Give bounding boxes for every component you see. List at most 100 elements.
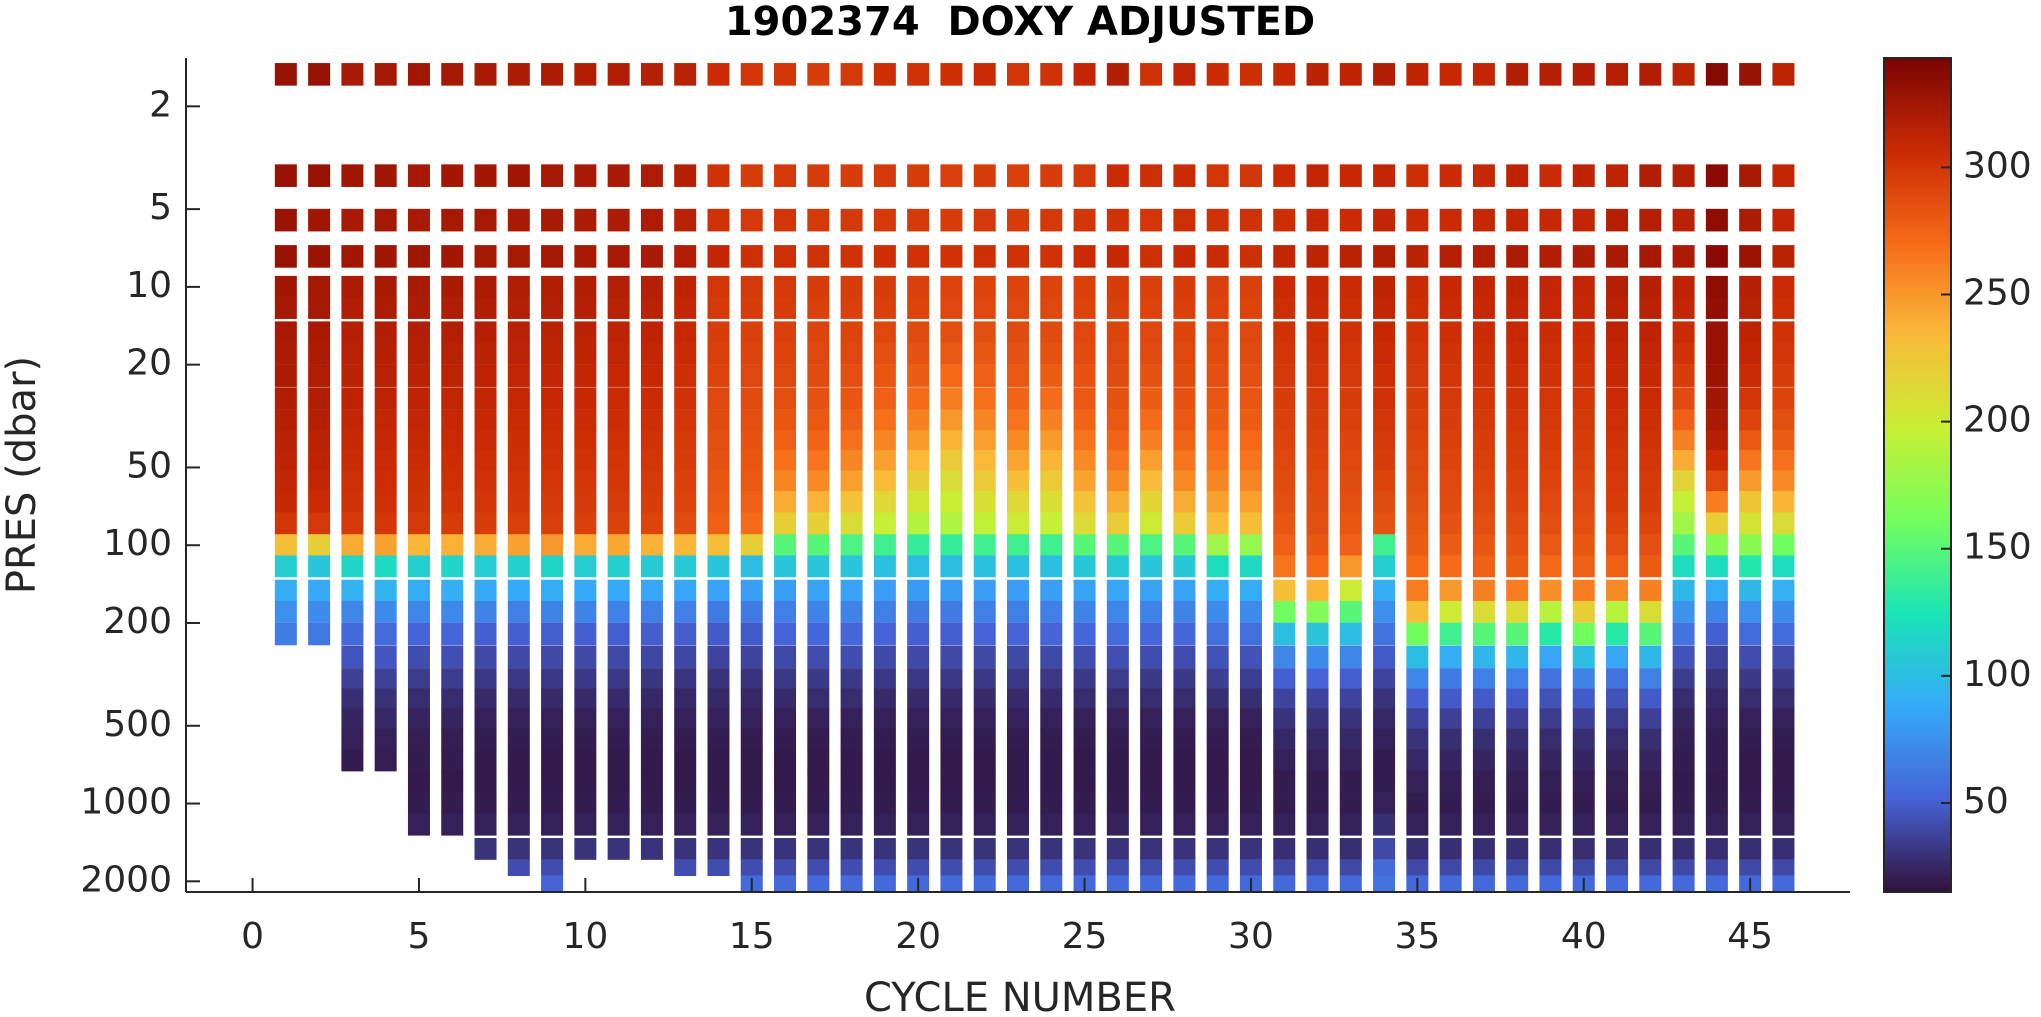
data-cell [1406,622,1429,646]
data-cell [1472,208,1495,232]
data-cell [274,275,297,298]
data-cell [1439,470,1462,492]
data-cell [840,512,863,535]
data-cell [940,342,963,365]
data-cell [1106,838,1129,860]
data-cell [1239,430,1262,451]
data-cell [308,600,331,623]
data-cell [1572,534,1595,557]
data-cell [840,275,863,298]
data-cell [1040,708,1063,730]
data-cell [674,450,697,471]
data-cell [574,470,597,492]
data-cell [374,430,397,451]
data-cell [774,838,797,860]
data-cell [1739,600,1762,623]
data-cell [807,297,830,319]
data-cell [807,275,830,298]
data-cell [873,387,896,410]
data-cell [308,555,331,578]
data-cell [1373,364,1396,387]
data-cell [640,470,663,492]
data-cell [1439,875,1462,893]
data-cell [308,470,331,492]
data-cell [1506,749,1529,772]
data-cell [840,534,863,557]
data-cell [740,430,763,451]
data-cell [274,409,297,431]
data-cell [274,450,297,471]
data-cell [740,297,763,319]
data-cell [1040,164,1063,187]
data-cell [1239,534,1262,557]
data-cell [1406,728,1429,750]
data-cell [1639,164,1662,187]
data-cell [1772,555,1795,578]
data-cell [274,364,297,387]
data-cell [1306,63,1329,86]
data-cell [1672,708,1695,730]
data-cell [1273,749,1296,772]
data-cell [840,164,863,187]
data-cell [1506,342,1529,365]
data-cell [640,749,663,772]
data-cell [507,470,530,492]
data-cell [507,579,530,602]
data-cell [1606,579,1629,602]
y-tick-label: 100 [103,523,172,564]
data-cell [1406,688,1429,709]
data-cell [973,622,996,646]
data-cell [474,164,497,187]
data-cell [1306,600,1329,623]
data-cell [1206,770,1229,793]
data-cell [1140,342,1163,365]
data-cell [1273,534,1296,557]
data-cell [1606,708,1629,730]
data-cell [840,208,863,232]
x-tick-label: 10 [562,916,608,957]
data-cell [1406,491,1429,514]
data-cell [1439,728,1462,750]
data-cell [640,645,663,669]
data-cell [341,622,364,646]
data-cell [907,859,930,876]
data-cell [774,645,797,669]
data-cell [574,668,597,690]
data-cell [1173,859,1196,876]
data-cell [1606,387,1629,410]
data-cell [1339,688,1362,709]
data-cell [1339,364,1362,387]
data-cell [907,470,930,492]
data-cell [1206,579,1229,602]
data-cell [541,450,564,471]
data-cell [607,321,630,344]
data-cell [507,512,530,535]
data-cell [1572,342,1595,365]
data-cell [1772,297,1795,319]
data-cell [274,245,297,268]
data-cell [807,792,830,815]
data-cell [1406,470,1429,492]
data-cell [1040,838,1063,860]
data-cell [1273,512,1296,535]
data-cell [940,645,963,669]
data-cell [840,645,863,669]
data-cell [1539,688,1562,709]
data-cell [940,275,963,298]
data-cell [1239,555,1262,578]
data-cell [1739,470,1762,492]
data-cell [873,770,896,793]
data-cell [1606,600,1629,623]
data-cell [607,668,630,690]
data-cell [1672,645,1695,669]
data-cell [1040,297,1063,319]
data-cell [1239,838,1262,860]
data-cell [1206,645,1229,669]
data-cell [374,622,397,646]
data-cell [1273,555,1296,578]
data-cell [374,688,397,709]
data-cell [507,749,530,772]
data-cell [1007,245,1029,268]
data-cell [1339,321,1362,344]
data-cell [940,838,963,860]
